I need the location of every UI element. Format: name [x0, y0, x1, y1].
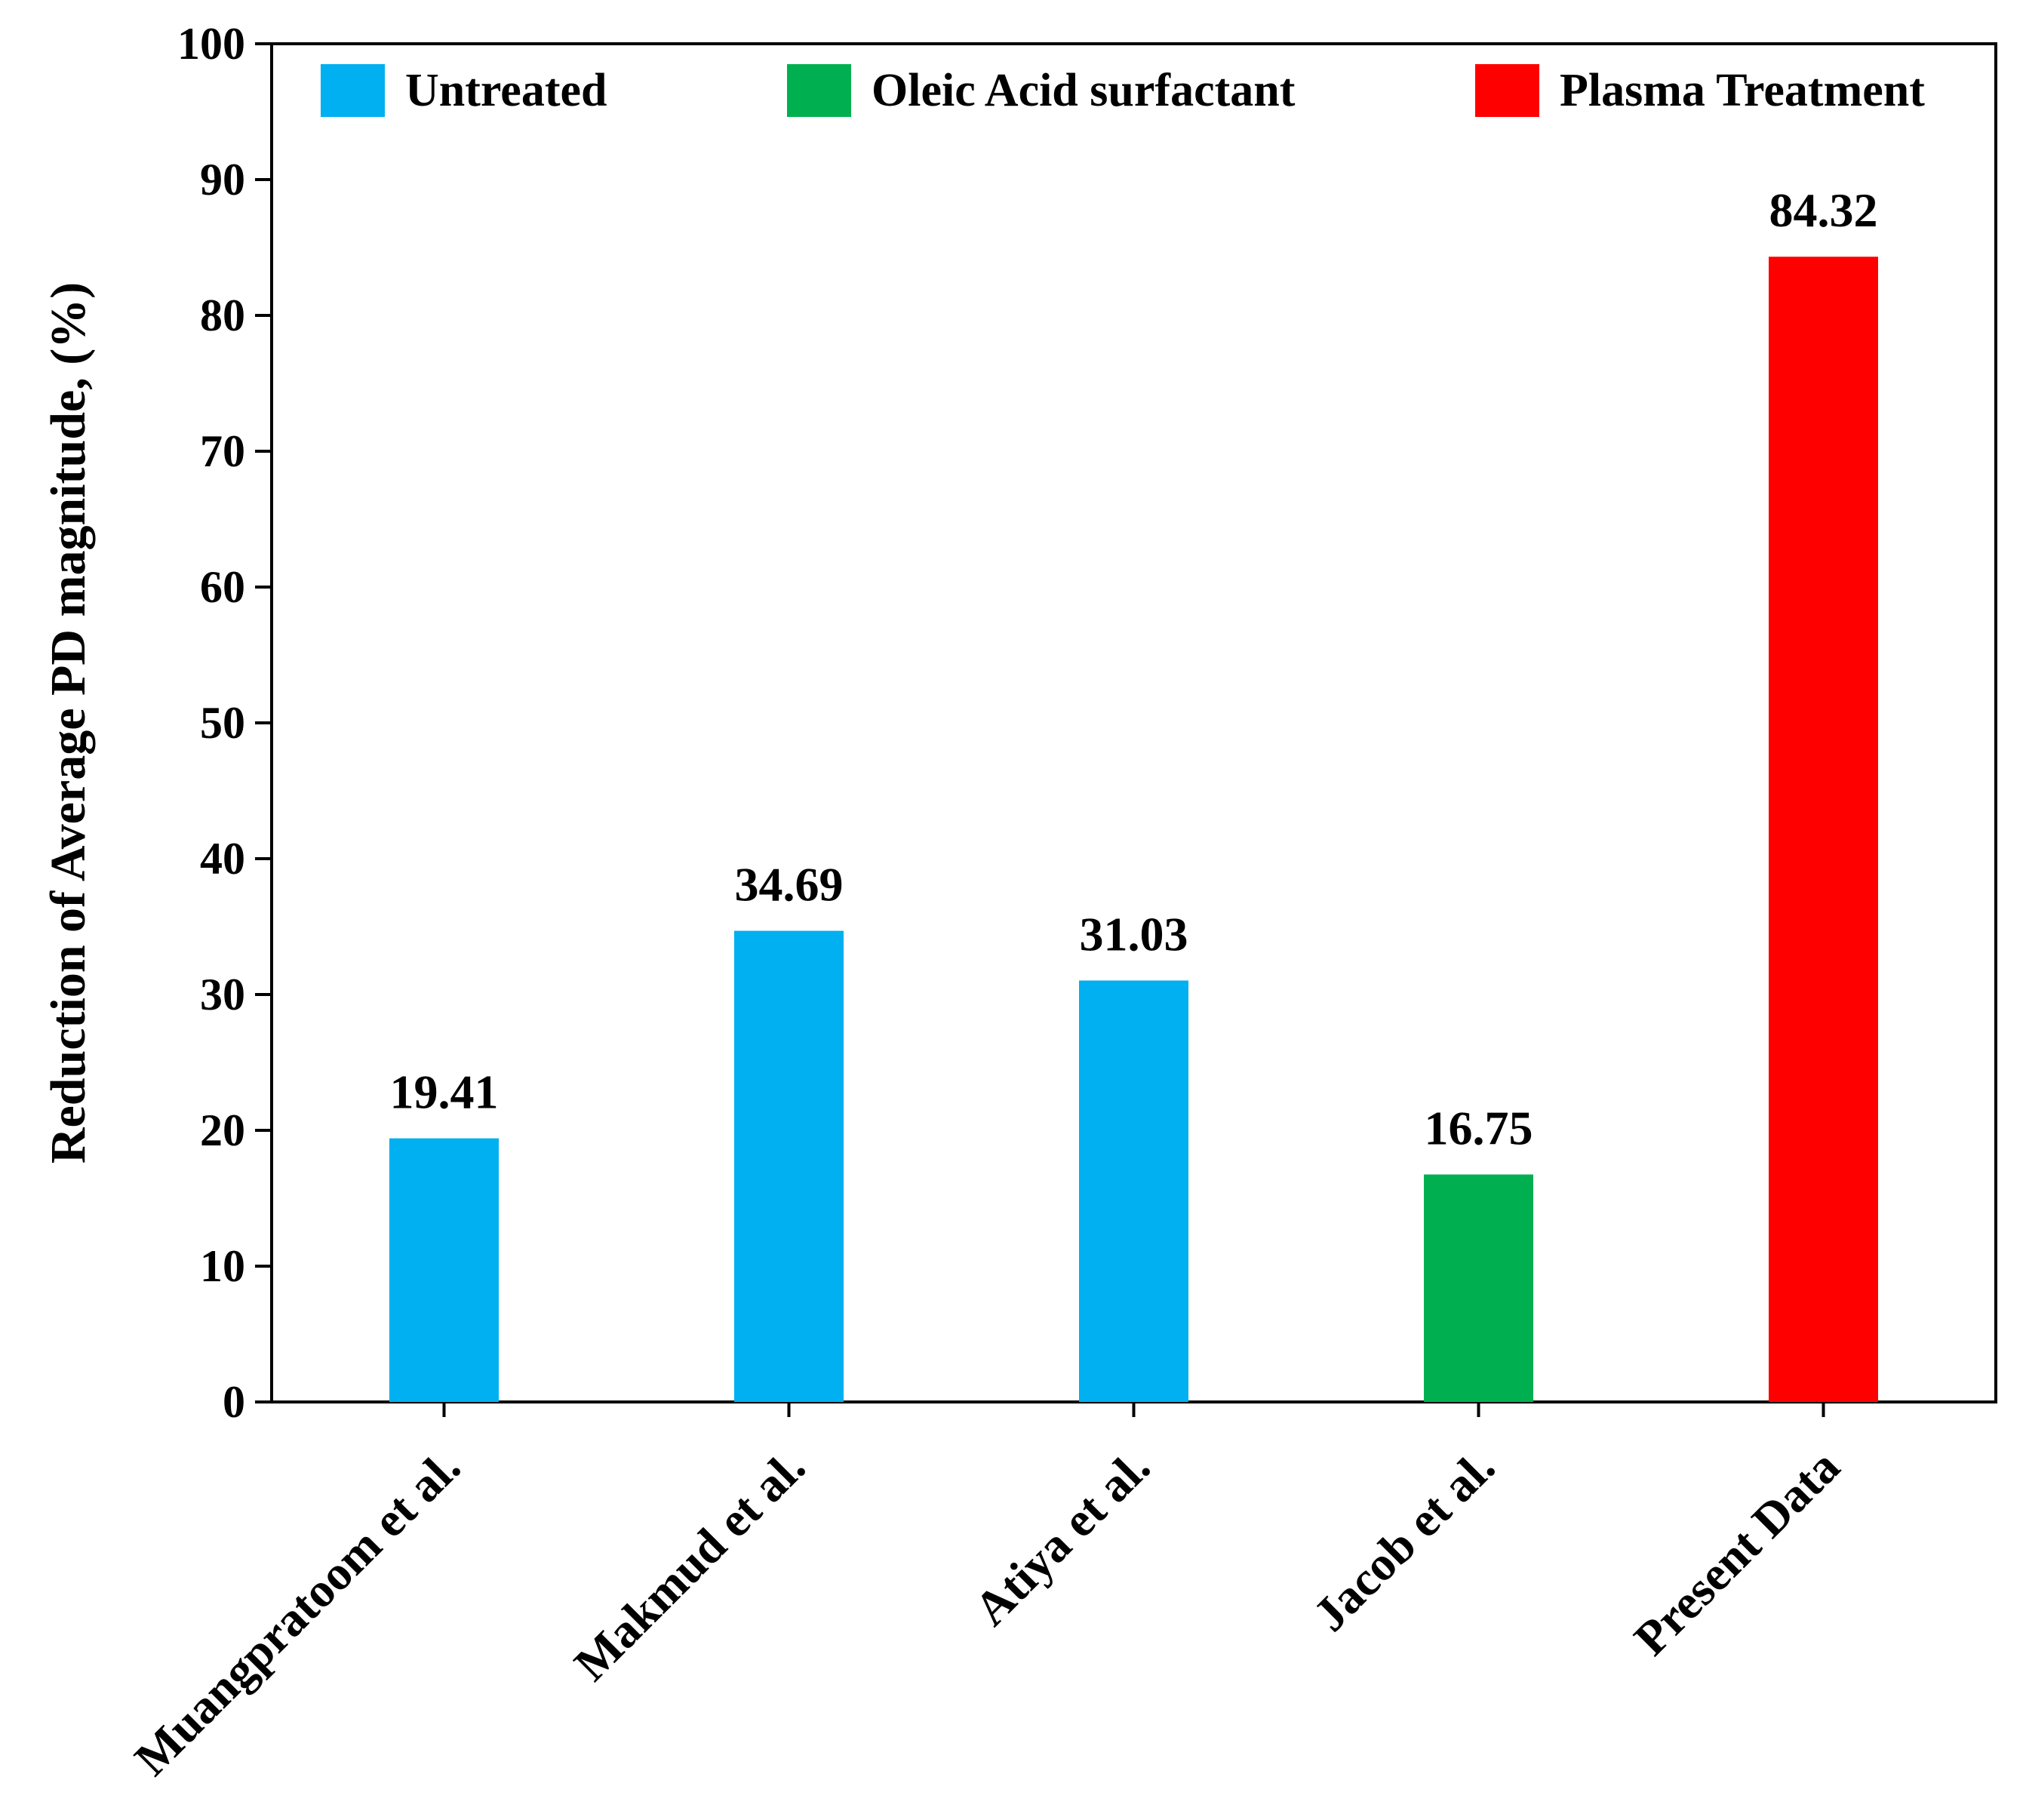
legend: Untreated Oleic Acid surfactant Plasma Tre…	[321, 64, 1925, 117]
value-label: 31.03	[1080, 907, 1188, 961]
y-tick-label: 100	[177, 19, 245, 69]
x-category-label: Makmud et al.	[564, 1440, 815, 1691]
bar-2	[734, 930, 844, 1402]
x-category-label: Atiya et al.	[964, 1440, 1160, 1636]
y-axis: 0 10 20 30 40 50 60 70 80 90 100	[177, 19, 272, 1427]
bar-4	[1424, 1174, 1533, 1402]
y-tick-label: 60	[200, 562, 245, 612]
bar-1	[389, 1138, 499, 1402]
x-category-label: Jacob et al.	[1303, 1440, 1505, 1642]
y-tick-label: 30	[200, 970, 245, 1019]
bars-group	[389, 257, 1878, 1402]
y-tick-label: 0	[223, 1377, 245, 1427]
value-labels-group: 19.41 34.69 31.03 16.75 84.32	[390, 183, 1878, 1154]
y-tick-label: 40	[200, 834, 245, 884]
y-tick-label: 10	[200, 1241, 245, 1291]
y-tick-label: 20	[200, 1105, 245, 1155]
bar-5	[1769, 257, 1878, 1402]
value-label: 34.69	[735, 858, 844, 912]
legend-label: Untreated	[405, 65, 607, 116]
value-label: 19.41	[390, 1065, 499, 1119]
y-tick-label: 50	[200, 698, 245, 748]
value-label: 84.32	[1769, 183, 1878, 237]
x-category-label: Muangpratoom et al.	[125, 1440, 471, 1786]
y-axis-title: Reduction of Average PD magnitude, (%)	[41, 282, 96, 1164]
bar-3	[1079, 980, 1188, 1402]
legend-label: Plasma Treatment	[1560, 65, 1925, 116]
legend-swatch	[787, 64, 851, 117]
y-tick-label: 70	[200, 426, 245, 476]
x-axis: Muangpratoom et al. Makmud et al. Atiya et…	[125, 1402, 1849, 1786]
x-category-label: Present Data	[1624, 1440, 1849, 1665]
value-label: 16.75	[1425, 1102, 1533, 1155]
legend-swatch	[1475, 64, 1539, 117]
y-tick-label: 80	[200, 291, 245, 340]
y-tick-label: 90	[200, 155, 245, 204]
legend-label: Oleic Acid surfactant	[872, 65, 1296, 116]
legend-swatch	[321, 64, 385, 117]
